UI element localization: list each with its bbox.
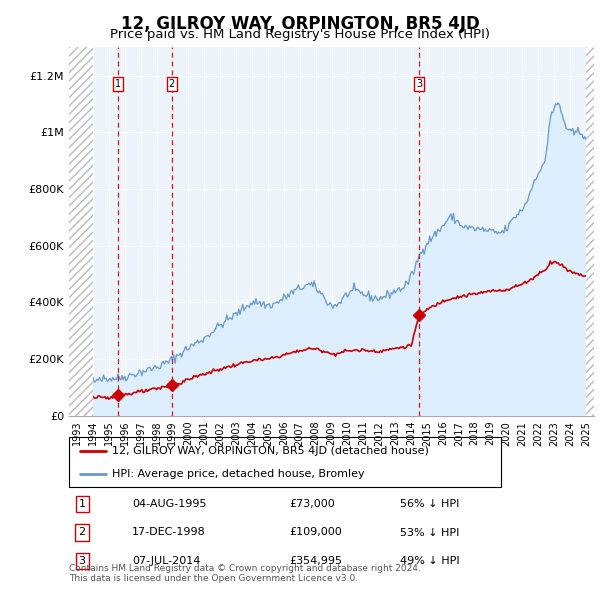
Bar (69, 47, 93, 416)
Text: 07-JUL-2014: 07-JUL-2014 (132, 556, 200, 566)
Text: 2: 2 (79, 527, 86, 537)
Text: £354,995: £354,995 (290, 556, 343, 566)
Text: HPI: Average price, detached house, Bromley: HPI: Average price, detached house, Brom… (112, 469, 365, 479)
Bar (586, 47, 594, 416)
Text: 12, GILROY WAY, ORPINGTON, BR5 4JD (detached house): 12, GILROY WAY, ORPINGTON, BR5 4JD (deta… (112, 445, 429, 455)
Text: 56% ↓ HPI: 56% ↓ HPI (400, 499, 459, 509)
Text: Price paid vs. HM Land Registry's House Price Index (HPI): Price paid vs. HM Land Registry's House … (110, 28, 490, 41)
Text: 17-DEC-1998: 17-DEC-1998 (132, 527, 206, 537)
Text: £109,000: £109,000 (290, 527, 342, 537)
Text: 2: 2 (169, 79, 175, 89)
Bar (69, 47, 93, 416)
Text: 53% ↓ HPI: 53% ↓ HPI (400, 527, 459, 537)
Text: 1: 1 (115, 79, 121, 89)
Text: £73,000: £73,000 (290, 499, 335, 509)
Text: 12, GILROY WAY, ORPINGTON, BR5 4JD: 12, GILROY WAY, ORPINGTON, BR5 4JD (121, 15, 479, 33)
Text: 1: 1 (79, 499, 86, 509)
Text: 3: 3 (79, 556, 86, 566)
Text: Contains HM Land Registry data © Crown copyright and database right 2024.
This d: Contains HM Land Registry data © Crown c… (69, 563, 421, 583)
Bar (586, 47, 594, 416)
Text: 49% ↓ HPI: 49% ↓ HPI (400, 556, 460, 566)
Text: 3: 3 (416, 79, 422, 89)
Text: 04-AUG-1995: 04-AUG-1995 (132, 499, 206, 509)
